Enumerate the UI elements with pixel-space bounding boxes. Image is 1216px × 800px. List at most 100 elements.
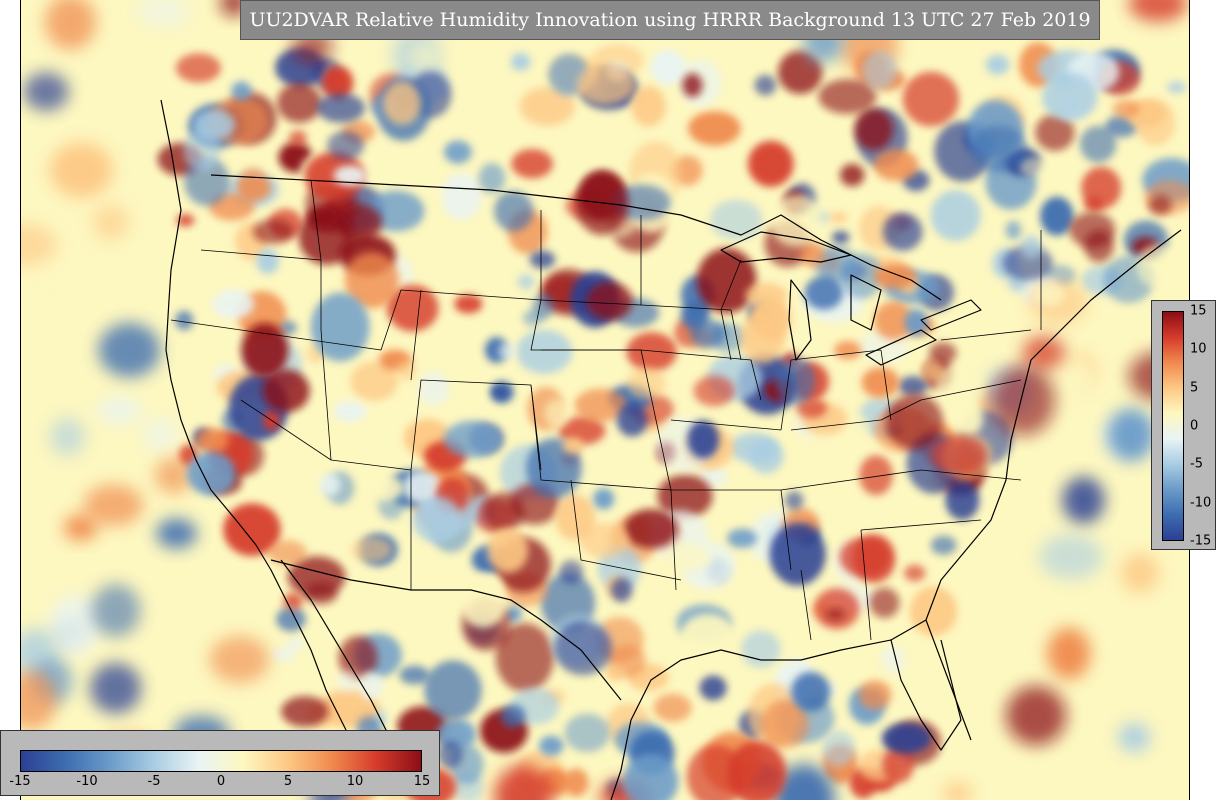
innovation-blob	[49, 594, 101, 656]
innovation-blob	[175, 310, 194, 331]
innovation-blob	[443, 420, 502, 458]
innovation-blob	[1167, 81, 1186, 94]
lake-superior	[720, 231, 852, 263]
innovation-blob	[482, 491, 525, 533]
innovation-blob	[90, 663, 142, 714]
innovation-blob	[437, 740, 463, 769]
innovation-blob	[397, 359, 416, 381]
innovation-blob	[319, 473, 341, 497]
lake-michigan	[788, 279, 812, 361]
map-title: UU2DVAR Relative Humidity Innovation usi…	[240, 0, 1100, 40]
innovation-blob	[262, 369, 310, 413]
innovation-blob	[175, 53, 221, 83]
innovation-blob	[689, 319, 727, 349]
innovation-blob	[454, 294, 483, 314]
innovation-blob	[1005, 220, 1022, 240]
atlantic-coastline	[925, 229, 1182, 741]
innovation-blob	[631, 85, 666, 127]
innovation-blob	[930, 435, 987, 474]
humidity-innovation-map	[21, 0, 1189, 800]
innovation-blob	[23, 72, 69, 111]
innovation-blob	[727, 528, 758, 548]
innovation-blob	[21, 670, 57, 731]
innovation-blob	[624, 508, 678, 549]
innovation-blob	[383, 81, 422, 125]
innovation-blob	[576, 64, 636, 105]
innovation-blob	[142, 416, 178, 453]
florida-coastline	[890, 639, 962, 751]
baja-coastline	[280, 559, 402, 761]
innovation-blob	[930, 535, 957, 555]
innovation-blob	[1118, 722, 1151, 753]
innovation-blob	[517, 274, 535, 290]
innovation-blob	[500, 704, 526, 728]
innovation-blob	[539, 735, 564, 756]
innovation-blob	[50, 417, 85, 457]
innovation-blob	[748, 438, 784, 474]
innovation-blob	[784, 491, 804, 511]
innovation-blob	[606, 665, 625, 681]
innovation-blob	[187, 451, 236, 496]
innovation-blob	[829, 211, 848, 224]
innovation-blob	[574, 388, 627, 422]
innovation-blob	[45, 0, 96, 50]
innovation-blob	[953, 371, 987, 407]
innovation-blob	[418, 372, 450, 406]
innovation-blob	[544, 398, 571, 429]
innovation-blob	[238, 167, 268, 202]
vertical-colorbar: 15 10 5 0 -5 -10 -15	[1151, 300, 1216, 550]
innovation-blob	[698, 465, 727, 488]
horizontal-colorbar-tick: -5	[147, 774, 161, 789]
innovation-blob	[212, 289, 255, 319]
innovation-blob	[1128, 0, 1188, 22]
innovation-blob	[1041, 72, 1098, 121]
innovation-blob	[696, 248, 757, 314]
innovation-blob	[288, 130, 307, 147]
horizontal-colorbar-tick: -10	[76, 774, 98, 789]
innovation-blob	[336, 670, 359, 693]
state-lines	[170, 179, 1042, 641]
innovation-blob	[478, 162, 506, 194]
innovation-blob	[686, 744, 745, 800]
innovation-blob	[626, 332, 677, 372]
innovation-blob	[945, 480, 980, 520]
innovation-blob	[562, 437, 584, 454]
innovation-blob	[554, 621, 612, 676]
innovation-blob	[386, 284, 439, 332]
innovation-blob	[903, 531, 923, 553]
innovation-blob	[1079, 125, 1117, 163]
innovation-blob	[804, 275, 843, 310]
innovation-blob	[904, 564, 926, 582]
innovation-blob	[777, 50, 823, 94]
innovation-blob	[529, 250, 556, 269]
innovation-blob	[333, 165, 367, 187]
innovation-blob	[1081, 166, 1122, 210]
innovation-blob	[559, 560, 584, 585]
vertical-colorbar-gradient	[1162, 311, 1184, 541]
innovation-blob	[441, 172, 482, 221]
innovation-blob	[154, 457, 194, 494]
horizontal-colorbar-tick: 15	[413, 774, 431, 789]
innovation-blob	[616, 403, 648, 437]
vertical-colorbar-tick: -15	[1190, 533, 1212, 549]
innovation-blob	[241, 323, 289, 377]
innovation-blob	[874, 301, 914, 340]
innovation-blob	[834, 341, 862, 360]
innovation-blob	[358, 671, 383, 701]
innovation-blob	[563, 768, 589, 797]
innovation-blob	[97, 397, 142, 424]
innovation-blob	[653, 693, 692, 722]
innovation-blob	[858, 680, 892, 710]
innovation-blob	[412, 496, 462, 543]
state-boundaries	[160, 99, 1182, 800]
innovation-blob	[564, 713, 611, 753]
innovation-blob	[256, 248, 279, 274]
innovation-blob	[818, 79, 877, 114]
innovation-blob	[21, 223, 57, 266]
innovation-blob	[510, 52, 531, 71]
horizontal-colorbar-tick: 10	[346, 774, 364, 789]
innovation-blob	[992, 365, 1056, 436]
innovation-blob	[873, 149, 919, 182]
innovation-blob	[814, 588, 860, 630]
innovation-blob	[1020, 234, 1043, 260]
